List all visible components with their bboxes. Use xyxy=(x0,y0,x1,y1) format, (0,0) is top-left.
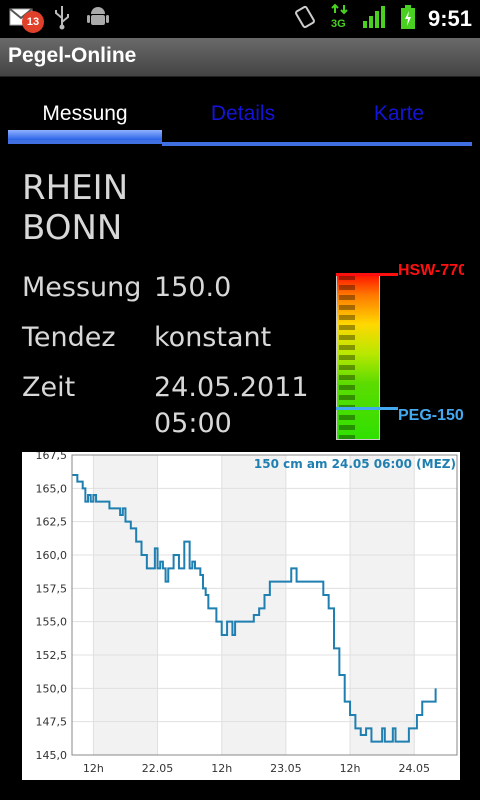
chart-svg: 167,5 165,0 162,5 160,0 157,5 155,0 152,5 150,0… xyxy=(36,452,458,775)
messung-label: Messung xyxy=(22,272,142,303)
zeit-date: 24.05.2011 xyxy=(154,372,309,403)
chart-x-tick-label: 12h xyxy=(211,762,232,775)
tab-bar: Messung Details Karte xyxy=(8,94,472,148)
chart-y-tick-label: 145,0 xyxy=(36,749,68,762)
water-level-chart: 167,5 165,0 162,5 160,0 157,5 155,0 152,5 150,0… xyxy=(22,452,460,780)
status-bar: 13 3G xyxy=(0,0,480,38)
chart-x-tick-label: 12h xyxy=(83,762,104,775)
3g-data-icon: 3G xyxy=(330,3,350,35)
peg-marker-line xyxy=(336,407,398,410)
chart-y-tick-label: 157,5 xyxy=(36,582,68,595)
chart-y-tick-label: 160,0 xyxy=(36,549,68,562)
chart-night-band xyxy=(350,455,415,755)
location-name: BONN xyxy=(22,208,123,248)
chart-night-band xyxy=(221,455,286,755)
notification-count-badge: 13 xyxy=(22,11,44,33)
tendenz-value: konstant xyxy=(154,322,272,353)
chart-plot-border xyxy=(71,454,458,756)
chart-x-tick-label: 12h xyxy=(340,762,361,775)
tab-karte[interactable]: Karte xyxy=(373,102,425,125)
tab-messung[interactable]: Messung xyxy=(42,102,128,125)
tab-divider-line xyxy=(8,140,162,144)
android-debug-icon xyxy=(86,4,110,34)
river-name: RHEIN xyxy=(22,168,129,208)
vibrate-icon xyxy=(292,4,318,34)
tendenz-label: Tendez xyxy=(22,322,116,353)
clock: 9:51 xyxy=(427,6,472,31)
messung-value: 150.0 xyxy=(154,272,232,303)
chart-x-tick-label: 22.05 xyxy=(142,762,174,775)
chart-title: 150 cm am 24.05 06:00 (MEZ) xyxy=(254,457,456,471)
signal-icon xyxy=(362,4,388,34)
chart-y-tick-label: 162,5 xyxy=(36,516,68,529)
usb-icon xyxy=(52,4,72,34)
svg-text:3G: 3G xyxy=(331,18,346,30)
chart-y-tick-label: 167,5 xyxy=(36,452,68,462)
chart-y-tick-label: 150,0 xyxy=(36,682,68,695)
app-title-bar: Pegel-Online xyxy=(0,38,480,77)
station-name: RHEIN BONN xyxy=(22,168,128,248)
chart-x-tick-label: 24.05 xyxy=(398,762,430,775)
chart-night-band xyxy=(93,455,158,755)
chart-series-line xyxy=(72,474,437,743)
chart-y-tick-label: 147,5 xyxy=(36,716,68,729)
hsw-label: HSW-770 xyxy=(398,262,464,279)
active-tab-indicator xyxy=(8,130,162,140)
hsw-marker-line xyxy=(336,273,398,276)
gauge-ticks xyxy=(339,275,355,439)
zeit-label: Zeit xyxy=(22,372,76,403)
tab-divider-line xyxy=(162,142,472,146)
peg-label: PEG-150 xyxy=(398,407,464,424)
chart-y-tick-label: 165,0 xyxy=(36,482,68,495)
chart-y-tick-label: 152,5 xyxy=(36,649,68,662)
gmail-icon[interactable]: 13 xyxy=(8,5,44,33)
chart-x-tick-label: 23.05 xyxy=(270,762,302,775)
battery-charging-icon xyxy=(400,4,416,34)
app-title: Pegel-Online xyxy=(8,44,137,67)
water-level-gauge xyxy=(336,274,380,440)
zeit-time: 05:00 xyxy=(154,408,232,439)
chart-y-tick-label: 155,0 xyxy=(36,616,68,629)
tab-details[interactable]: Details xyxy=(210,102,276,125)
